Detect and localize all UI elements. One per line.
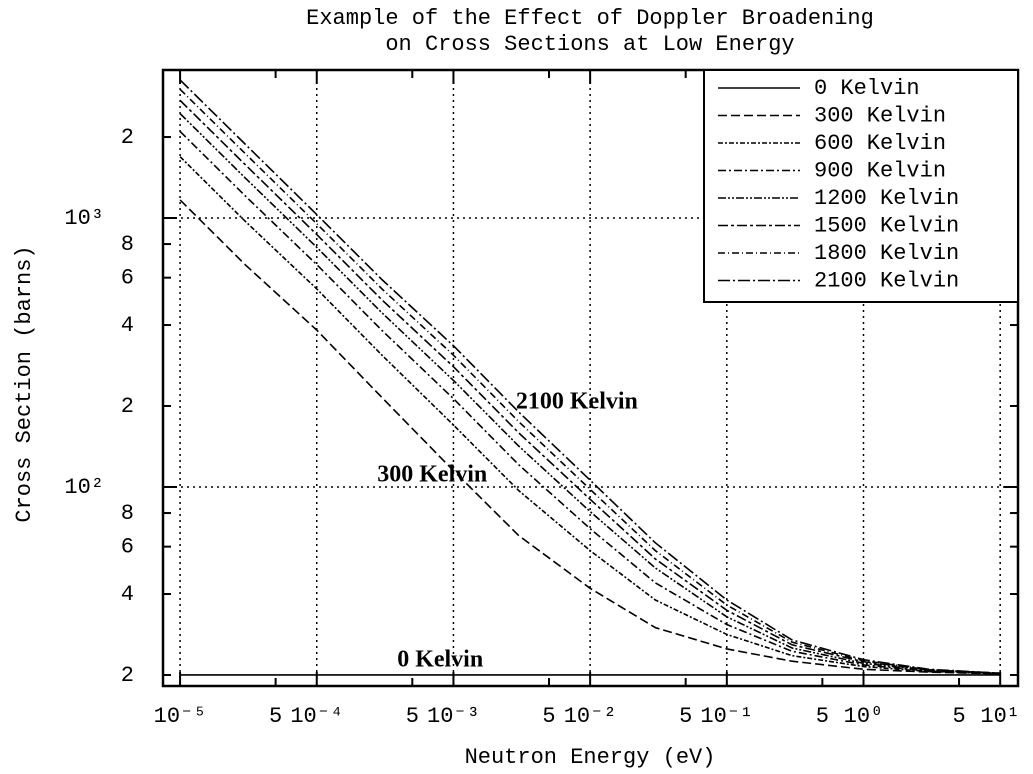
y-tick-label: 2 bbox=[121, 663, 134, 688]
plot-frame bbox=[161, 68, 1020, 688]
series-line bbox=[179, 99, 1001, 675]
series-line bbox=[179, 79, 1001, 675]
series-line bbox=[179, 88, 1001, 675]
x-tick-label: 5 bbox=[816, 704, 829, 729]
annotation: 300 Kelvin bbox=[377, 461, 487, 487]
y-tick-label: 10² bbox=[64, 475, 104, 500]
legend-label: 1500 Kelvin bbox=[814, 213, 959, 238]
legend-label: 900 Kelvin bbox=[814, 158, 946, 183]
legend-label: 1200 Kelvin bbox=[814, 186, 959, 211]
x-tick-label: 10⁻⁴ bbox=[290, 704, 343, 729]
x-axis-label: Neutron Energy (eV) bbox=[465, 745, 716, 770]
x-tick-label: 5 bbox=[679, 704, 692, 729]
x-tick-label: 10⁻¹ bbox=[700, 704, 753, 729]
series-line bbox=[179, 156, 1001, 675]
legend-box bbox=[703, 69, 1019, 303]
annotation: 0 Kelvin bbox=[397, 647, 483, 673]
y-tick-label: 8 bbox=[121, 232, 134, 257]
series-line bbox=[179, 130, 1001, 675]
legend-label: 0 Kelvin bbox=[814, 76, 920, 101]
chart-title: Example of the Effect of Doppler Broaden… bbox=[306, 6, 874, 31]
series-line bbox=[179, 199, 1001, 675]
x-tick-label: 5 bbox=[952, 704, 965, 729]
x-tick-label: 5 bbox=[269, 704, 282, 729]
legend-label: 600 Kelvin bbox=[814, 131, 946, 156]
y-tick-label: 4 bbox=[121, 313, 134, 338]
y-tick-label: 6 bbox=[121, 534, 134, 559]
x-tick-label: 10⁰ bbox=[844, 704, 884, 729]
x-tick-label: 10¹ bbox=[980, 704, 1020, 729]
x-tick-label: 10⁻² bbox=[564, 704, 617, 729]
legend-label: 300 Kelvin bbox=[814, 103, 946, 128]
y-axis-label: Cross Section (barns) bbox=[12, 245, 37, 522]
legend-label: 2100 Kelvin bbox=[814, 268, 959, 293]
series-line bbox=[179, 113, 1001, 675]
x-tick-label: 10⁻³ bbox=[427, 704, 480, 729]
y-tick-label: 4 bbox=[121, 582, 134, 607]
x-tick-label: 5 bbox=[542, 704, 555, 729]
x-tick-label: 5 bbox=[406, 704, 419, 729]
y-tick-label: 8 bbox=[121, 501, 134, 526]
y-tick-label: 10³ bbox=[64, 206, 104, 231]
y-tick-label: 2 bbox=[121, 125, 134, 150]
legend-label: 1800 Kelvin bbox=[814, 241, 959, 266]
x-tick-label: 10⁻⁵ bbox=[154, 704, 207, 729]
chart-title: on Cross Sections at Low Energy bbox=[385, 32, 794, 57]
y-tick-label: 6 bbox=[121, 265, 134, 290]
annotation: 2100 Kelvin bbox=[516, 389, 638, 415]
y-tick-label: 2 bbox=[121, 394, 134, 419]
